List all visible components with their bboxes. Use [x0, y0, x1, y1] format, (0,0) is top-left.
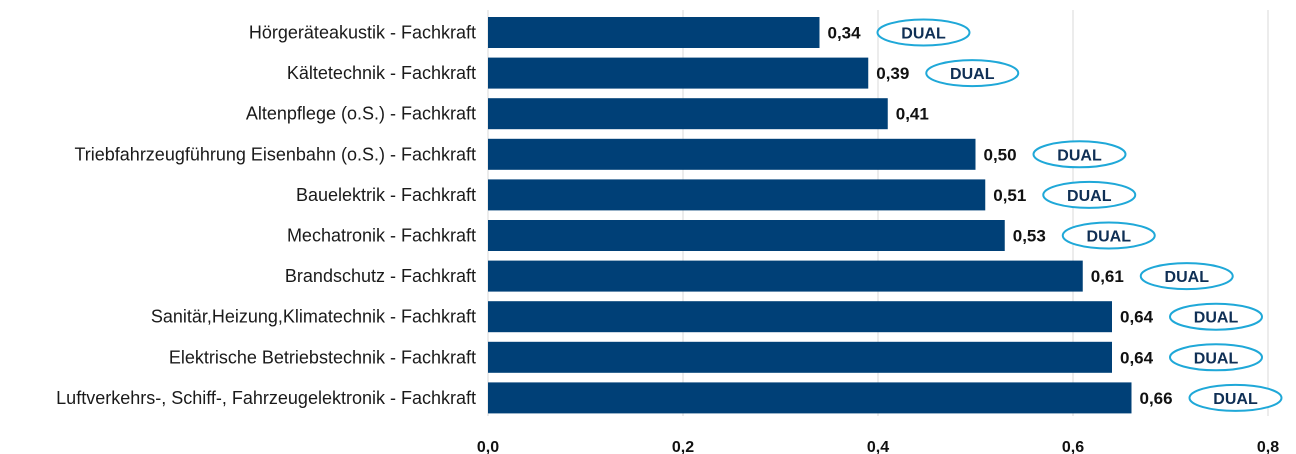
badges: DUAL DUAL DUAL DUAL DUAL DUAL DUAL DUAL DUAL	[876, 18, 1283, 412]
dual-badge	[1032, 140, 1127, 169]
bar	[488, 220, 1005, 251]
category-label: Kältetechnik - Fachkraft	[287, 63, 476, 83]
dual-badge-label: DUAL	[1194, 350, 1239, 367]
value-label: 0,34	[828, 24, 862, 43]
category-label: Altenpflege (o.S.) - Fachkraft	[246, 104, 476, 124]
category-label: Bauelektrik - Fachkraft	[296, 185, 476, 205]
value-label: 0,66	[1140, 389, 1173, 408]
x-tick-label: 0,4	[867, 439, 889, 454]
dual-badge-label: DUAL	[901, 26, 946, 43]
value-label: 0,64	[1120, 348, 1154, 367]
dual-badge-label: DUAL	[1087, 229, 1132, 246]
dual-badge	[1169, 343, 1263, 372]
dual-badge	[1042, 180, 1137, 209]
dual-badge	[1169, 302, 1263, 331]
dual-badge	[1139, 262, 1234, 291]
x-tick-label: 0,8	[1257, 439, 1279, 454]
bars	[488, 17, 1132, 414]
bar	[488, 301, 1112, 333]
dual-badge	[925, 59, 1020, 88]
category-label: Elektrische Betriebstechnik - Fachkraft	[169, 347, 476, 367]
value-label: 0,64	[1120, 308, 1154, 327]
category-label: Luftverkehrs-, Schiff-, Fahrzeugelektron…	[56, 388, 476, 408]
dual-badge	[1188, 383, 1283, 412]
x-axis-tick-labels: 0,0 0,2 0,4 0,6 0,8	[477, 439, 1279, 454]
category-label: Hörgeräteakustik - Fachkraft	[249, 23, 476, 43]
category-label: Brandschutz - Fachkraft	[285, 266, 476, 286]
x-tick-label: 0,2	[672, 439, 694, 454]
dual-badge-label: DUAL	[950, 66, 995, 83]
dual-badge-label: DUAL	[1067, 188, 1112, 205]
dual-badge	[876, 18, 971, 47]
x-tick-label: 0,6	[1062, 439, 1084, 454]
bar	[488, 98, 888, 130]
value-label: 0,61	[1091, 267, 1124, 286]
bar	[488, 138, 976, 170]
x-tick-label: 0,0	[477, 439, 499, 454]
category-label: Mechatronik - Fachkraft	[287, 226, 476, 246]
dual-badge-label: DUAL	[1165, 269, 1210, 286]
value-label: 0,41	[896, 105, 929, 124]
dual-badge-label: DUAL	[1194, 310, 1239, 327]
bar	[488, 341, 1112, 373]
value-label: 0,53	[1013, 227, 1046, 246]
dual-badge-label: DUAL	[1213, 391, 1258, 408]
bar	[488, 382, 1132, 414]
value-labels: 0,34 0,39 0,41 0,50 0,51 0,53 0,61 0,64 0,64 0,66	[828, 24, 1173, 408]
dual-badge	[1061, 221, 1156, 250]
dual-badge-label: DUAL	[1057, 147, 1102, 164]
bar	[488, 260, 1083, 292]
value-label: 0,51	[993, 186, 1026, 205]
bar	[488, 57, 869, 89]
category-label: Triebfahrzeugführung Eisenbahn (o.S.) - …	[74, 144, 476, 164]
bar	[488, 179, 986, 211]
value-label: 0,50	[984, 145, 1017, 164]
category-labels: Hörgeräteakustik - Fachkraft Kältetechnik…	[56, 23, 476, 408]
category-label: Sanitär,Heizung,Klimatechnik - Fachkraft	[151, 307, 476, 327]
bar	[488, 17, 820, 48]
value-label: 0,39	[876, 64, 909, 83]
